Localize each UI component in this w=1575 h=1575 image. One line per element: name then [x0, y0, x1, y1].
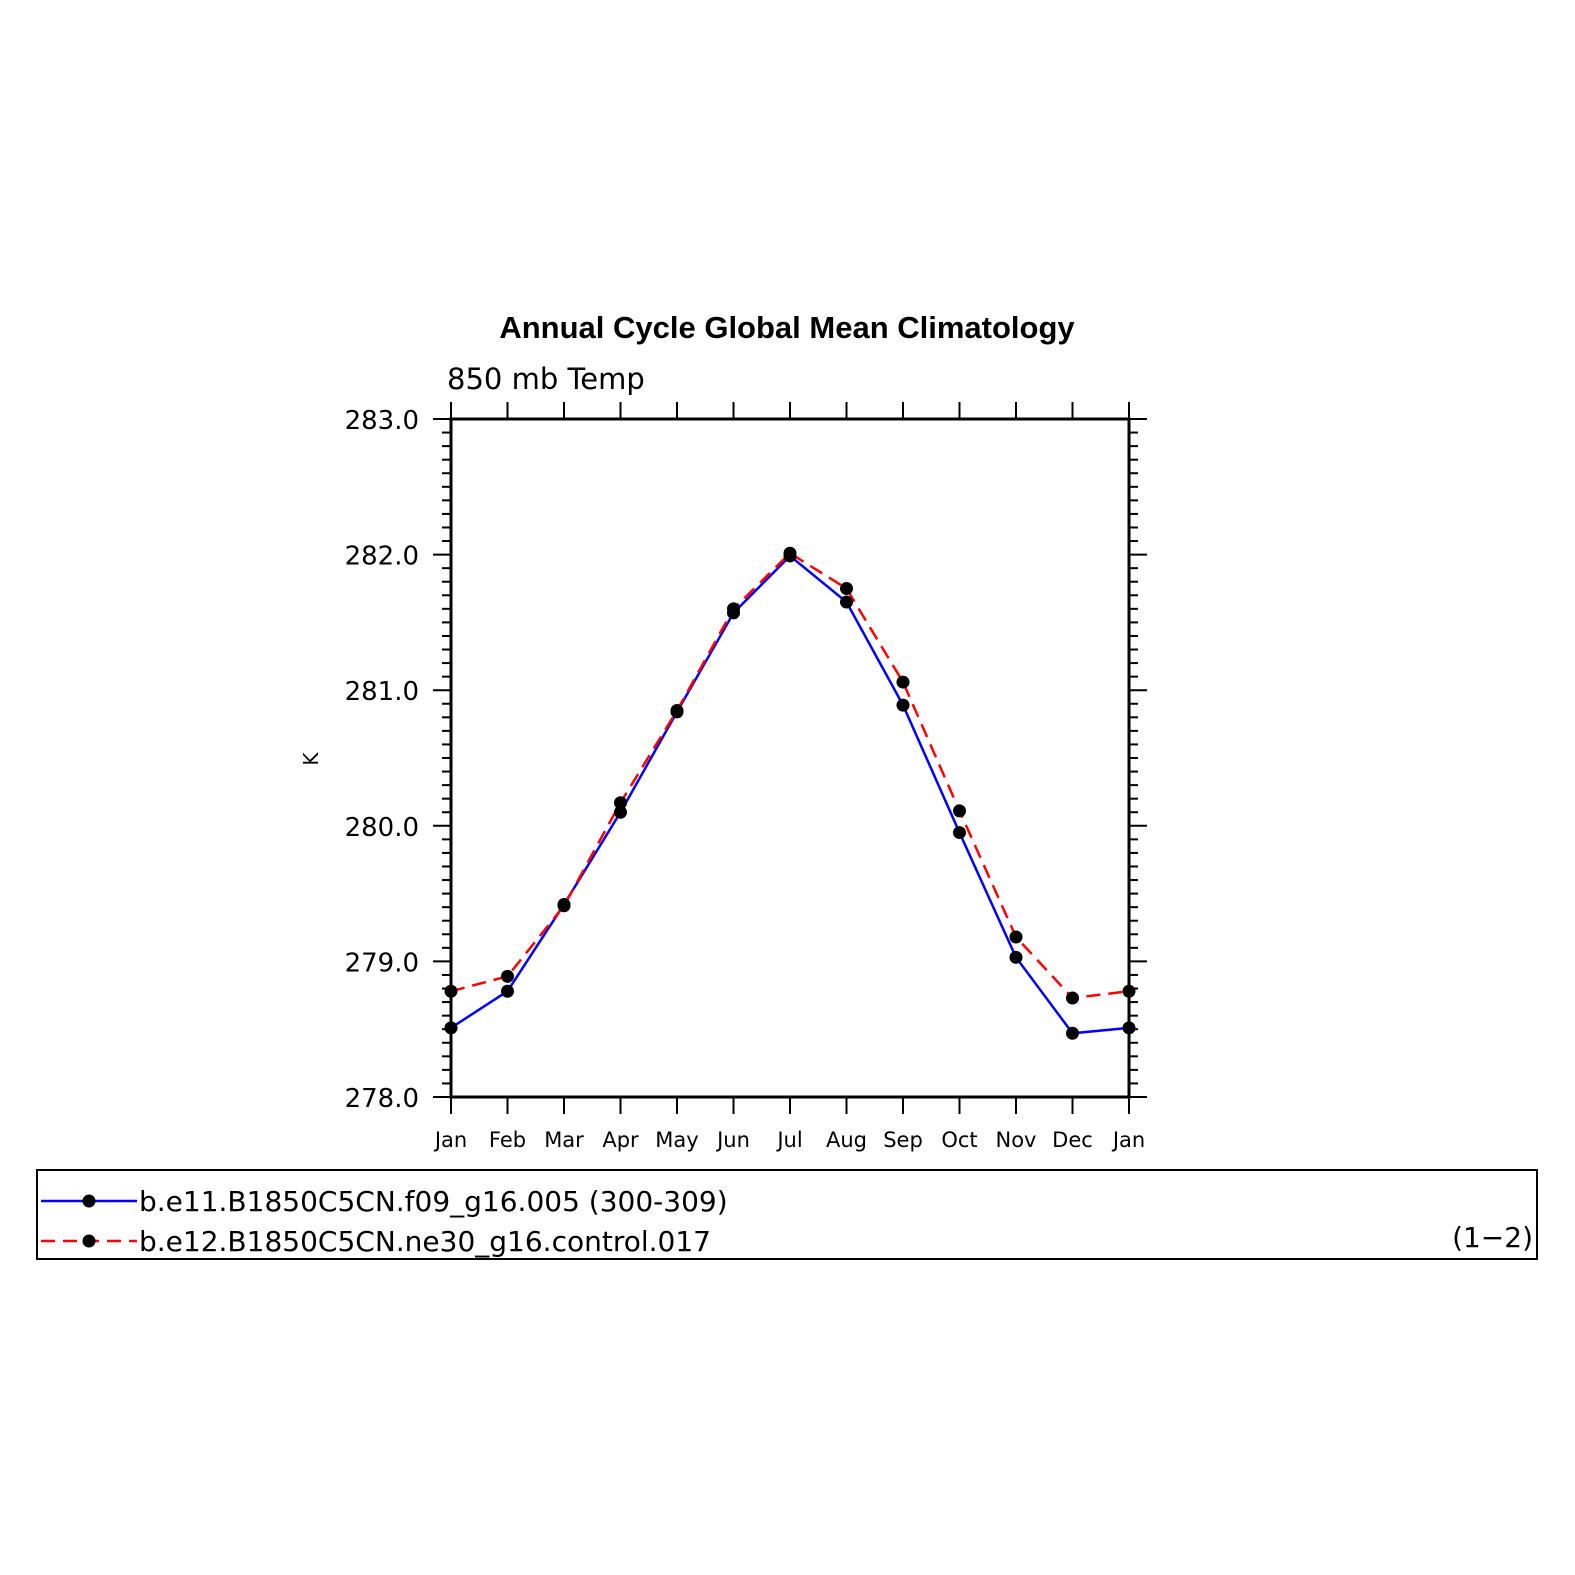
chart-title: Annual Cycle Global Mean Climatology — [499, 310, 1075, 345]
data-point-series-2 — [783, 546, 797, 560]
x-tick-label: Dec — [1052, 1128, 1093, 1152]
y-tick-label: 281.0 — [345, 677, 419, 707]
legend-marker-1 — [82, 1194, 96, 1208]
data-point-series-1 — [614, 805, 627, 819]
data-point-series-2 — [614, 796, 627, 810]
data-point-series-2 — [727, 602, 740, 616]
y-tick-label: 278.0 — [345, 1084, 419, 1114]
data-point-series-1 — [953, 826, 966, 840]
x-tick-label: Jul — [775, 1128, 802, 1152]
legend-box — [36, 1169, 1538, 1260]
x-tick-label: Feb — [489, 1128, 526, 1152]
x-tick-label: Mar — [544, 1128, 584, 1152]
data-point-series-2 — [557, 899, 571, 913]
data-point-series-2 — [501, 969, 514, 983]
series-lines — [450, 551, 1130, 1035]
x-tick-label: Apr — [602, 1128, 639, 1152]
legend: b.e11.B1850C5CN.f09_g16.005 (300-309) b.e… — [36, 1169, 1538, 1260]
x-tick-label: Sep — [883, 1128, 923, 1152]
y-tick-label: 280.0 — [345, 813, 419, 843]
legend-marker-2 — [82, 1234, 96, 1248]
data-point-series-2 — [1009, 930, 1023, 944]
data-point-series-1 — [840, 595, 853, 609]
data-point-series-2 — [896, 675, 910, 689]
x-tick-label: Nov — [996, 1128, 1037, 1152]
plot-border — [449, 417, 1131, 1099]
legend-note: (1−2) — [1452, 1221, 1533, 1254]
data-point-series-1 — [1009, 950, 1023, 964]
x-tick-label: Jan — [1111, 1128, 1145, 1152]
chart-subtitle: 850 mb Temp — [447, 362, 645, 396]
y-axis: 278.0 279.0 280.0 281.0 282.0 283.0 — [345, 406, 1147, 1114]
data-point-series-2 — [444, 984, 458, 998]
plot-frame — [449, 417, 1131, 1099]
data-point-series-1 — [1066, 1026, 1079, 1040]
series-line-2 — [450, 551, 1130, 1000]
x-tick-label: Jun — [715, 1128, 750, 1152]
legend-label-1: b.e11.B1850C5CN.f09_g16.005 (300-309) — [139, 1185, 728, 1218]
data-point-series-2 — [1122, 984, 1136, 998]
data-point-series-2 — [840, 582, 853, 595]
data-point-series-1 — [501, 984, 514, 998]
x-tick-label: Oct — [941, 1128, 977, 1152]
data-point-series-1 — [896, 698, 910, 712]
series-line-1 — [450, 554, 1130, 1035]
x-tick-label: Aug — [826, 1128, 867, 1152]
y-tick-label: 282.0 — [345, 542, 419, 572]
data-point-series-2 — [670, 704, 684, 718]
y-tick-label: 279.0 — [345, 948, 419, 978]
x-axis: Jan Feb Mar Apr May Jun Jul Aug Sep Oct Nov Dec Jan — [433, 402, 1145, 1152]
x-tick-label: May — [655, 1128, 698, 1152]
series-markers — [444, 546, 1136, 1040]
y-tick-label: 283.0 — [345, 406, 419, 436]
data-point-series-2 — [1066, 991, 1079, 1005]
data-point-series-1 — [1122, 1021, 1136, 1035]
y-axis-label: K — [299, 752, 323, 766]
data-point-series-1 — [444, 1021, 458, 1035]
x-tick-label: Jan — [433, 1128, 467, 1152]
legend-label-2: b.e12.B1850C5CN.ne30_g16.control.017 — [139, 1225, 711, 1258]
data-point-series-2 — [953, 804, 966, 818]
